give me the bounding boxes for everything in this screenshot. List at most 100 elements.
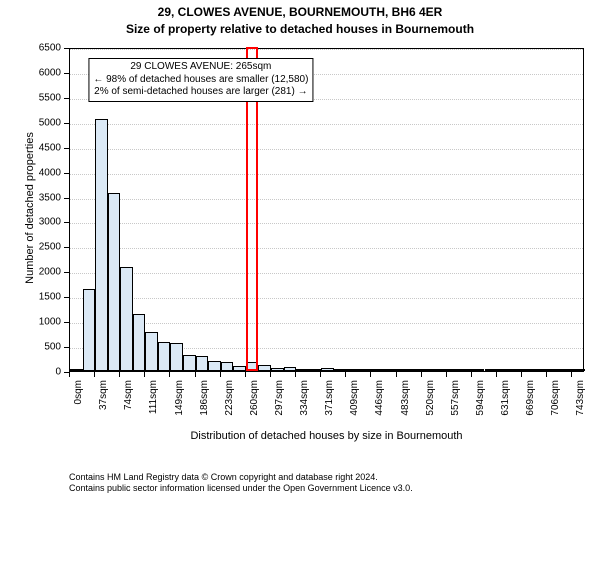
histogram-bar: [434, 369, 447, 371]
y-tick-label: 2500: [0, 242, 61, 253]
y-tick: [64, 322, 69, 323]
chart-title-1: 29, CLOWES AVENUE, BOURNEMOUTH, BH6 4ER: [0, 5, 600, 19]
x-tick-label: 186sqm: [199, 380, 210, 580]
histogram-bar: [472, 369, 485, 371]
y-tick: [64, 123, 69, 124]
x-tick-label: 631sqm: [500, 380, 511, 580]
x-tick: [69, 372, 70, 377]
y-tick-label: 1500: [0, 292, 61, 303]
histogram-bar: [459, 369, 472, 371]
histogram-bar: [145, 332, 158, 371]
y-tick: [64, 73, 69, 74]
x-tick-label: 743sqm: [575, 380, 586, 580]
y-gridline: [70, 323, 583, 325]
histogram-bar: [422, 369, 435, 371]
y-gridline: [70, 124, 583, 126]
x-tick: [94, 372, 95, 377]
x-tick: [295, 372, 296, 377]
histogram-bar: [271, 368, 284, 371]
y-gridline: [70, 174, 583, 176]
x-tick-label: 37sqm: [98, 380, 109, 580]
x-tick-label: 446sqm: [374, 380, 385, 580]
y-tick-label: 4000: [0, 167, 61, 178]
y-tick-label: 3000: [0, 217, 61, 228]
histogram-bar: [409, 369, 422, 371]
y-gridline: [70, 273, 583, 275]
x-tick: [169, 372, 170, 377]
histogram-bar: [108, 193, 121, 371]
histogram-bar: [522, 369, 535, 371]
y-tick: [64, 198, 69, 199]
histogram-bar: [397, 369, 410, 371]
y-tick: [64, 247, 69, 248]
y-tick: [64, 297, 69, 298]
y-tick-label: 5500: [0, 92, 61, 103]
y-tick-label: 6000: [0, 67, 61, 78]
histogram-bar: [560, 369, 573, 371]
x-tick: [144, 372, 145, 377]
x-tick: [471, 372, 472, 377]
x-tick-label: 483sqm: [400, 380, 411, 580]
y-tick-label: 3500: [0, 192, 61, 203]
histogram-bar: [233, 366, 246, 371]
histogram-bar: [120, 267, 133, 371]
footer-line-1: Contains HM Land Registry data © Crown c…: [69, 472, 413, 483]
y-tick-label: 6500: [0, 43, 61, 54]
histogram-bar: [535, 369, 548, 371]
x-tick-label: 0sqm: [73, 380, 84, 580]
y-tick-label: 2000: [0, 267, 61, 278]
y-tick-label: 5000: [0, 117, 61, 128]
histogram-bar: [510, 369, 523, 371]
x-tick-label: 371sqm: [324, 380, 335, 580]
y-tick: [64, 222, 69, 223]
histogram-bar: [309, 369, 322, 371]
y-tick-label: 500: [0, 342, 61, 353]
x-tick: [546, 372, 547, 377]
x-tick-label: 520sqm: [425, 380, 436, 580]
y-gridline: [70, 298, 583, 300]
histogram-bar: [334, 369, 347, 371]
x-tick-label: 260sqm: [249, 380, 260, 580]
x-tick: [521, 372, 522, 377]
histogram-bar: [170, 343, 183, 371]
y-tick: [64, 173, 69, 174]
x-tick-label: 149sqm: [174, 380, 185, 580]
histogram-bar: [133, 314, 146, 371]
histogram-bar: [497, 369, 510, 371]
x-tick: [370, 372, 371, 377]
histogram-bar: [221, 362, 234, 371]
info-line-1: 29 CLOWES AVENUE: 265sqm: [93, 61, 308, 74]
x-tick: [345, 372, 346, 377]
histogram-bar: [296, 369, 309, 371]
y-gridline: [70, 149, 583, 151]
info-line-3: 2% of semi-detached houses are larger (2…: [93, 86, 308, 99]
x-tick: [496, 372, 497, 377]
y-gridline: [70, 223, 583, 225]
histogram-bar: [196, 356, 209, 371]
info-box: 29 CLOWES AVENUE: 265sqm ← 98% of detach…: [88, 58, 313, 102]
histogram-bar: [371, 369, 384, 371]
y-tick: [64, 347, 69, 348]
y-axis-label: Number of detached properties: [24, 108, 36, 308]
y-tick-label: 4500: [0, 142, 61, 153]
histogram-bar: [158, 342, 171, 371]
histogram-bar: [208, 361, 221, 371]
x-tick-label: 297sqm: [274, 380, 285, 580]
histogram-bar: [258, 365, 271, 371]
info-line-2: ← 98% of detached houses are smaller (12…: [93, 74, 308, 87]
x-tick-label: 74sqm: [123, 380, 134, 580]
y-tick-label: 0: [0, 367, 61, 378]
x-tick: [320, 372, 321, 377]
histogram-bar: [284, 367, 297, 371]
histogram-bar: [83, 289, 96, 371]
x-tick-label: 669sqm: [525, 380, 536, 580]
y-tick: [64, 98, 69, 99]
x-tick-label: 706sqm: [550, 380, 561, 580]
histogram-bar: [359, 369, 372, 371]
y-tick: [64, 148, 69, 149]
x-tick-label: 409sqm: [349, 380, 360, 580]
y-gridline: [70, 199, 583, 201]
x-tick: [195, 372, 196, 377]
y-tick: [64, 272, 69, 273]
y-gridline: [70, 248, 583, 250]
